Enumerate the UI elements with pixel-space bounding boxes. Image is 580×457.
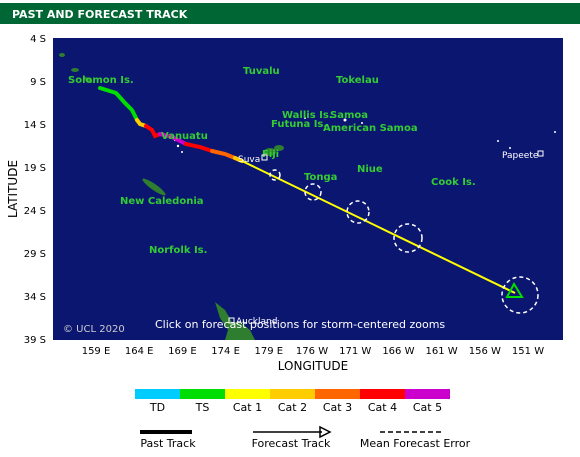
lat-label: 24 S [24, 206, 46, 217]
place-label: Samoa [330, 110, 368, 121]
land [59, 53, 284, 340]
place-label: New Caledonia [120, 196, 204, 207]
city-marker [537, 150, 544, 157]
category-swatch [225, 389, 270, 399]
x-axis-title: LONGITUDE [278, 359, 348, 373]
map[interactable]: Solomon Is. Tuvalu Tokelau Wallis Is. Sa… [53, 38, 563, 340]
place-label: Solomon Is. [68, 75, 134, 86]
forecast-track [241, 160, 516, 294]
hint-text: Click on forecast positions for storm-ce… [155, 318, 445, 331]
category-label: TD [149, 401, 165, 414]
lon-label: 179 E [255, 346, 284, 357]
category-label: Cat 5 [413, 401, 442, 414]
error-circles[interactable] [269, 169, 539, 314]
category-label: TS [195, 401, 210, 414]
legend-label: Past Track [140, 437, 196, 450]
category-swatch [315, 389, 360, 399]
lon-label: 174 E [211, 346, 240, 357]
place-label: Niue [357, 164, 383, 175]
place-label: Tokelau [336, 75, 379, 86]
lon-label: 159 E [82, 346, 111, 357]
category-swatch [180, 389, 225, 399]
lat-label: 39 S [24, 335, 46, 346]
lat-label: 9 S [30, 77, 46, 88]
header-title: PAST AND FORECAST TRACK [12, 8, 188, 21]
category-label: Cat 4 [368, 401, 397, 414]
place-label: American Samoa [323, 123, 418, 134]
category-legend: TD TS Cat 1 Cat 2 Cat 3 Cat 4 Cat 5 [135, 389, 450, 414]
city-label: Auckland [236, 317, 277, 327]
place-label: Vanuatu [161, 131, 208, 142]
lon-label: 166 W [382, 346, 414, 357]
header-bar [0, 3, 580, 24]
place-label: Cook Is. [431, 177, 476, 188]
place-label: Tuvalu [243, 66, 280, 77]
past-track [98, 86, 244, 163]
lon-label: 169 E [168, 346, 197, 357]
place-label: Tonga [304, 172, 337, 183]
place-label: Wallis Is. [282, 110, 333, 121]
place-label: Fiji [262, 149, 279, 160]
lon-label: 176 W [296, 346, 328, 357]
city-marker [261, 154, 268, 161]
lon-label: 161 W [426, 346, 458, 357]
legend-label: Mean Forecast Error [360, 437, 471, 450]
lat-label: 4 S [30, 34, 46, 45]
lat-label: 34 S [24, 292, 46, 303]
forecast-arrow [505, 281, 524, 298]
city-label: Suva [238, 155, 260, 165]
lon-label: 164 E [125, 346, 154, 357]
place-label: Futuna Is. [271, 119, 327, 130]
y-axis-title: LATITUDE [6, 160, 20, 218]
lat-label: 29 S [24, 249, 46, 260]
category-label: Cat 2 [278, 401, 307, 414]
place-label: Norfolk Is. [149, 245, 207, 256]
category-swatch [405, 389, 450, 399]
lon-label: 151 W [512, 346, 544, 357]
lon-label: 156 W [469, 346, 501, 357]
lat-label: 14 S [24, 120, 46, 131]
copyright: © UCL 2020 [63, 324, 125, 335]
city-marker [228, 317, 235, 324]
category-swatch [270, 389, 315, 399]
category-label: Cat 1 [233, 401, 262, 414]
lon-label: 171 W [339, 346, 371, 357]
category-swatch [135, 389, 180, 399]
category-label: Cat 3 [323, 401, 352, 414]
category-swatch [360, 389, 405, 399]
city-label: Papeete [502, 151, 539, 161]
lat-label: 19 S [24, 163, 46, 174]
forecast-arrow-sample [319, 425, 332, 439]
legend-label: Forecast Track [252, 437, 331, 450]
ocean [53, 38, 563, 340]
